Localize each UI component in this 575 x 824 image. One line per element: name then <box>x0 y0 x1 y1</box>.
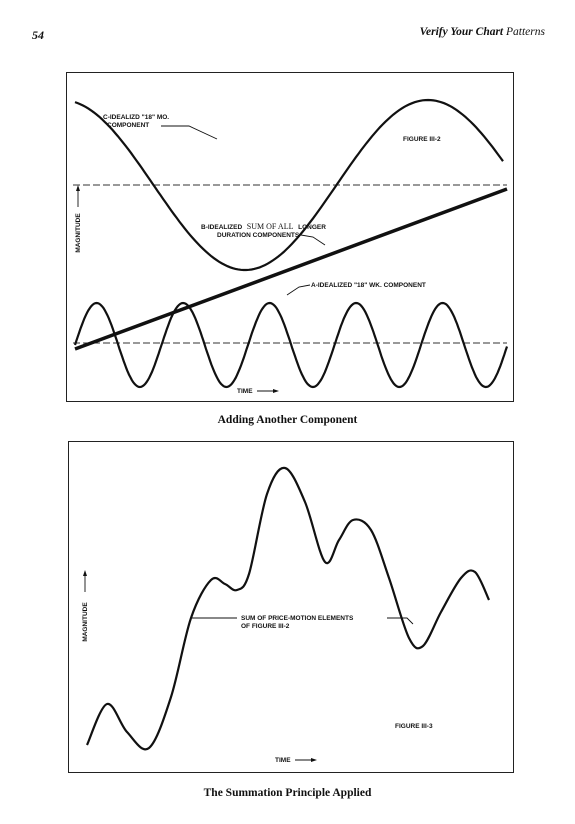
y-axis-label-fig3: MAGNITUDE <box>82 602 89 642</box>
sum-label-leader-right <box>387 617 414 625</box>
series-summed-price-motion <box>85 466 490 751</box>
series-c-18-month-component <box>74 98 504 272</box>
y-axis-arrow-head <box>76 185 80 191</box>
figure-3-2-label: FIGURE III-2 <box>403 136 441 143</box>
label-a-leader <box>286 284 311 296</box>
label-b-line1: B-IDEALIZED SUM OF ALL LONGER <box>201 222 326 231</box>
label-b-suffix: LONGER <box>298 224 326 231</box>
label-c-line1: C-IDEALIZD "18" MO. <box>103 114 169 121</box>
running-head-title: Verify Your Chart <box>419 26 504 38</box>
sum-label-line2: OF FIGURE III-2 <box>241 623 290 630</box>
figure-3-3-caption: The Summation Principle Applied <box>203 787 372 799</box>
label-a: A-IDEALIZED "18" WK. COMPONENT <box>311 282 426 289</box>
series-a-18-week-component <box>73 301 509 389</box>
series-b-sum-longer-components <box>74 187 508 351</box>
label-c-line2: COMPONENT <box>107 122 149 129</box>
label-c-leader <box>161 125 218 140</box>
figure-3-2-plot: FIGURE III-2 MAGNITUDE C-IDEALIZD "18" M… <box>73 98 509 395</box>
y-axis-arrow-head-fig3 <box>83 570 87 576</box>
figure-3-3-plot: MAGNITUDE SUM OF PRICE-MOTION ELEMENTS O… <box>82 466 490 764</box>
sum-label-line1: SUM OF PRICE-MOTION ELEMENTS <box>241 615 354 622</box>
figure-3-2-caption: Adding Another Component <box>217 414 358 426</box>
figure-3-3-label: FIGURE III-3 <box>395 723 433 730</box>
figure-3-2-frame: FIGURE III-2 MAGNITUDE C-IDEALIZD "18" M… <box>66 72 514 402</box>
label-b-mid: SUM OF ALL <box>247 222 294 231</box>
label-b-leader <box>300 234 326 246</box>
page-number: 54 <box>32 28 44 42</box>
x-axis-arrow-head-fig3 <box>311 758 317 762</box>
y-axis-label-fig3-text: MAGNITUDE <box>82 602 89 642</box>
label-b-prefix: B-IDEALIZED <box>201 224 242 231</box>
figure-3-3-frame: MAGNITUDE SUM OF PRICE-MOTION ELEMENTS O… <box>68 441 514 773</box>
running-head: Verify Your Chart Patterns <box>420 26 545 38</box>
x-axis-label: TIME <box>237 388 253 395</box>
x-axis-label-fig3: TIME <box>275 757 291 764</box>
running-head-rest: Patterns <box>506 26 545 38</box>
y-axis-label-text: MAGNITUDE <box>75 213 82 253</box>
x-axis-arrow-head <box>273 389 279 393</box>
y-axis-label: MAGNITUDE <box>75 213 82 253</box>
label-b-line2: DURATION COMPONENTS <box>217 232 300 239</box>
